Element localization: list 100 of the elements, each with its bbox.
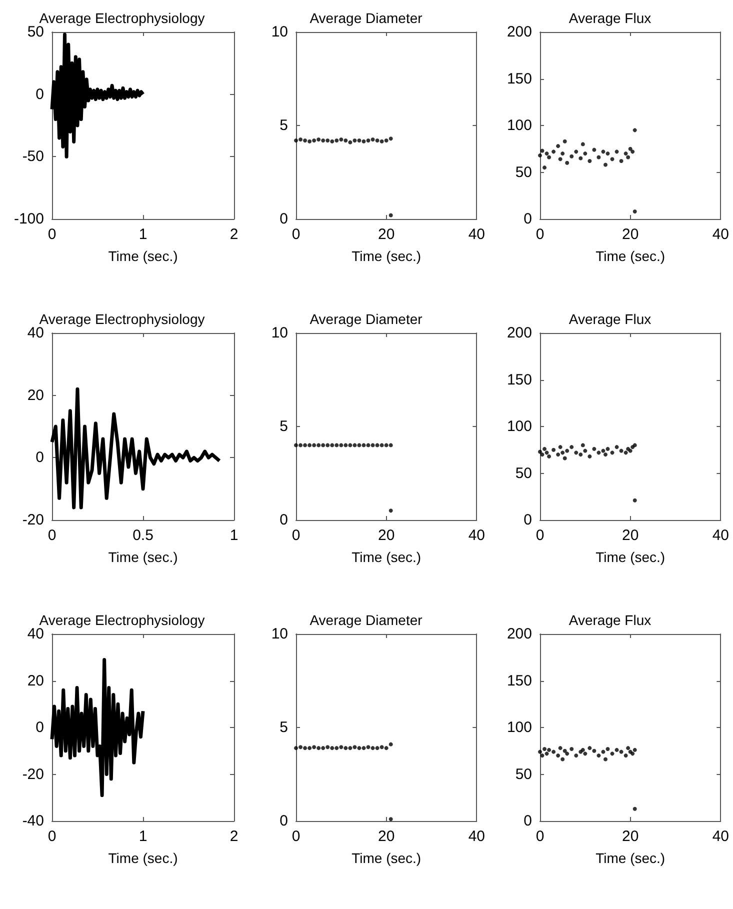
x-tick-label: 1 xyxy=(138,226,148,243)
x-axis-title: Time (sec.) xyxy=(352,248,422,264)
x-tick-label: 20 xyxy=(622,828,639,845)
y-tick-label: -50 xyxy=(22,148,44,166)
point xyxy=(544,752,549,756)
point xyxy=(348,746,352,750)
point xyxy=(603,452,608,457)
point xyxy=(596,754,601,758)
point xyxy=(603,162,608,167)
point xyxy=(626,155,630,160)
point xyxy=(565,160,570,165)
x-tick-label: 0 xyxy=(292,527,300,544)
point xyxy=(562,456,567,460)
x-axis-title: Time (sec.) xyxy=(596,850,666,866)
point xyxy=(632,128,637,132)
y-tick-label: 50 xyxy=(515,766,532,783)
point xyxy=(558,445,562,450)
point xyxy=(565,448,570,453)
point xyxy=(556,144,560,148)
y-tick-label: 50 xyxy=(27,24,44,40)
x-axis-title: Time (sec.) xyxy=(108,549,178,565)
y-tick-label: 200 xyxy=(506,324,532,342)
y-tick-label: -40 xyxy=(22,812,44,830)
y-tick-label: 20 xyxy=(27,386,44,404)
point xyxy=(592,446,596,451)
point xyxy=(619,750,624,754)
x-tick-label: 0 xyxy=(48,527,56,544)
y-tick-label: 0 xyxy=(280,812,288,830)
point xyxy=(570,154,574,158)
point xyxy=(560,450,565,455)
x-tick-label: 40 xyxy=(712,527,729,544)
point xyxy=(330,746,334,750)
point xyxy=(366,745,370,750)
point xyxy=(630,150,635,154)
point xyxy=(538,750,542,754)
x-tick-label: 0 xyxy=(536,828,544,845)
point xyxy=(547,748,552,752)
point xyxy=(357,746,362,750)
point xyxy=(294,746,298,750)
point xyxy=(603,757,608,762)
y-tick-label: 0 xyxy=(36,86,44,103)
point xyxy=(570,445,574,450)
point xyxy=(588,746,592,750)
chart-title: Average Electrophysiology xyxy=(39,612,205,628)
point xyxy=(362,139,366,144)
y-tick-label: 50 xyxy=(515,464,532,482)
chart-title: Average Electrophysiology xyxy=(39,10,205,26)
point xyxy=(624,152,628,156)
y-tick-label: 150 xyxy=(506,371,532,388)
point xyxy=(352,138,357,142)
point xyxy=(348,140,352,144)
y-tick-label: 0 xyxy=(280,210,288,228)
point xyxy=(384,746,388,750)
point xyxy=(308,139,312,144)
point xyxy=(632,806,637,811)
point xyxy=(388,817,393,822)
point xyxy=(388,213,393,218)
point xyxy=(330,139,334,144)
x-axis-title: Time (sec.) xyxy=(596,549,666,565)
x-axis-title: Time (sec.) xyxy=(352,549,422,565)
x-tick-label: 40 xyxy=(468,527,485,544)
point xyxy=(303,138,308,142)
y-tick-label: 40 xyxy=(27,324,44,342)
point xyxy=(574,450,578,455)
point xyxy=(632,210,637,214)
point xyxy=(614,150,619,154)
chart-title: Average Flux xyxy=(568,10,652,26)
point xyxy=(538,153,542,158)
y-tick-label: 200 xyxy=(506,24,532,40)
point xyxy=(570,747,574,752)
chart-title: Average Flux xyxy=(568,612,652,628)
point xyxy=(560,152,565,156)
point xyxy=(352,745,357,750)
point xyxy=(588,454,592,458)
y-tick-label: 150 xyxy=(506,672,532,690)
y-tick-label: -20 xyxy=(22,766,44,783)
x-tick-label: 2 xyxy=(230,828,238,845)
x-tick-label: 0 xyxy=(536,527,544,544)
point xyxy=(632,498,637,502)
point xyxy=(580,443,585,448)
point xyxy=(614,445,619,450)
point xyxy=(370,746,375,750)
point xyxy=(624,450,628,455)
point xyxy=(630,752,635,756)
y-tick-label: -100 xyxy=(14,210,44,228)
point xyxy=(619,448,624,453)
point xyxy=(562,139,567,144)
x-tick-label: 40 xyxy=(468,828,485,845)
point xyxy=(308,746,312,750)
point xyxy=(298,745,303,750)
point xyxy=(610,157,614,162)
x-tick-label: 40 xyxy=(468,226,485,243)
x-tick-label: 0 xyxy=(536,226,544,243)
x-tick-label: 0 xyxy=(48,226,56,243)
y-tick-label: 40 xyxy=(27,626,44,642)
x-tick-label: 2 xyxy=(230,226,238,243)
point xyxy=(624,754,628,758)
point xyxy=(558,746,562,750)
chart-title: Average Diameter xyxy=(310,311,423,327)
y-tick-label: -20 xyxy=(22,512,44,528)
